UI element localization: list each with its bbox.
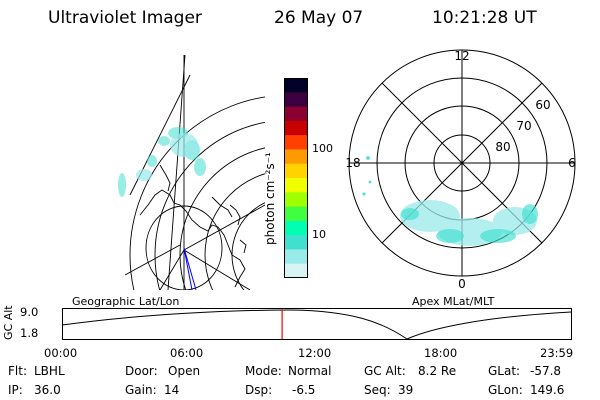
colorbar-band — [284, 220, 308, 236]
ip-label: IP: — [8, 383, 23, 397]
seq-value: 39 — [398, 383, 414, 397]
altitude-plot — [62, 308, 572, 340]
gain-label: Gain: — [125, 383, 157, 397]
alt-plot-ylabel: GC Alt — [2, 305, 15, 340]
glon-label: GLon: — [488, 383, 523, 397]
time-label: 10:21:28 UT — [432, 8, 537, 28]
gcalt-label: GC Alt: — [364, 364, 406, 378]
glon-value: 149.6 — [530, 383, 565, 397]
gcalt-value: 8.2 Re — [418, 364, 457, 378]
filter-label: Flt: — [8, 364, 27, 378]
seq-label: Seq: — [364, 383, 391, 397]
mode-label: Mode: — [245, 364, 282, 378]
colorbar-band — [284, 206, 308, 222]
colorbar-tick-100: 100 — [312, 142, 333, 155]
dsp-value: -6.5 — [292, 383, 316, 397]
color-bar-scale — [284, 78, 308, 279]
colorbar-band — [284, 78, 308, 93]
alt-xtick-1800: 18:00 — [424, 346, 458, 360]
filter-value: LBHL — [34, 364, 65, 378]
mlt-label-6: 6 — [568, 156, 576, 170]
glat-label: GLat: — [488, 364, 521, 378]
gain-value: 14 — [164, 383, 180, 397]
door-value: Open — [168, 364, 201, 378]
colorbar-frame — [284, 78, 308, 278]
colorbar-band — [284, 120, 308, 136]
colorbar-tick-10: 10 — [312, 228, 326, 241]
mlt-label-0: 0 — [458, 277, 466, 291]
instrument-title: Ultraviolet Imager — [48, 8, 202, 28]
colorbar-band — [284, 163, 308, 179]
alt-xtick-2359: 23:59 — [540, 346, 574, 360]
mlt-label-12: 12 — [454, 49, 469, 63]
door-label: Door: — [125, 364, 158, 378]
alt-xtick-0000: 00:00 — [44, 346, 78, 360]
colorbar-band — [284, 192, 308, 208]
mode-value: Normal — [288, 364, 332, 378]
mlt-label-18: 18 — [345, 156, 360, 170]
color-bar — [284, 78, 308, 279]
dsp-label: Dsp: — [245, 383, 273, 397]
colorbar-band — [284, 106, 308, 122]
ip-value: 36.0 — [34, 383, 61, 397]
apex-panel-label: Apex MLat/MLT — [412, 295, 495, 308]
lat-label-80: 80 — [495, 140, 510, 154]
colorbar-band — [284, 135, 308, 150]
colorbar-band — [284, 235, 308, 250]
geographic-panel-label: Geographic Lat/Lon — [72, 295, 180, 308]
geographic-map — [118, 55, 265, 290]
lat-label-60: 60 — [535, 98, 550, 112]
colorbar-band — [284, 263, 308, 279]
colorbar-band — [284, 178, 308, 193]
colorbar-band — [284, 249, 308, 265]
color-bar-ticks: 100 10 — [312, 142, 333, 241]
apex-polar-plot: 12 6 0 18 60 70 80 — [345, 49, 576, 291]
date-label: 26 May 07 — [274, 8, 364, 28]
alt-xtick-0600: 06:00 — [170, 346, 204, 360]
colorbar-band — [284, 149, 308, 165]
lat-label-70: 70 — [516, 119, 531, 133]
colorbar-unit-label: photon cm⁻²s⁻¹ — [263, 152, 277, 245]
alt-xtick-1200: 12:00 — [298, 346, 332, 360]
alt-ytick-bottom: 1.8 — [20, 326, 39, 340]
glat-value: -57.8 — [530, 364, 562, 378]
alt-ytick-top: 9.0 — [20, 305, 39, 319]
colorbar-band — [284, 92, 308, 108]
